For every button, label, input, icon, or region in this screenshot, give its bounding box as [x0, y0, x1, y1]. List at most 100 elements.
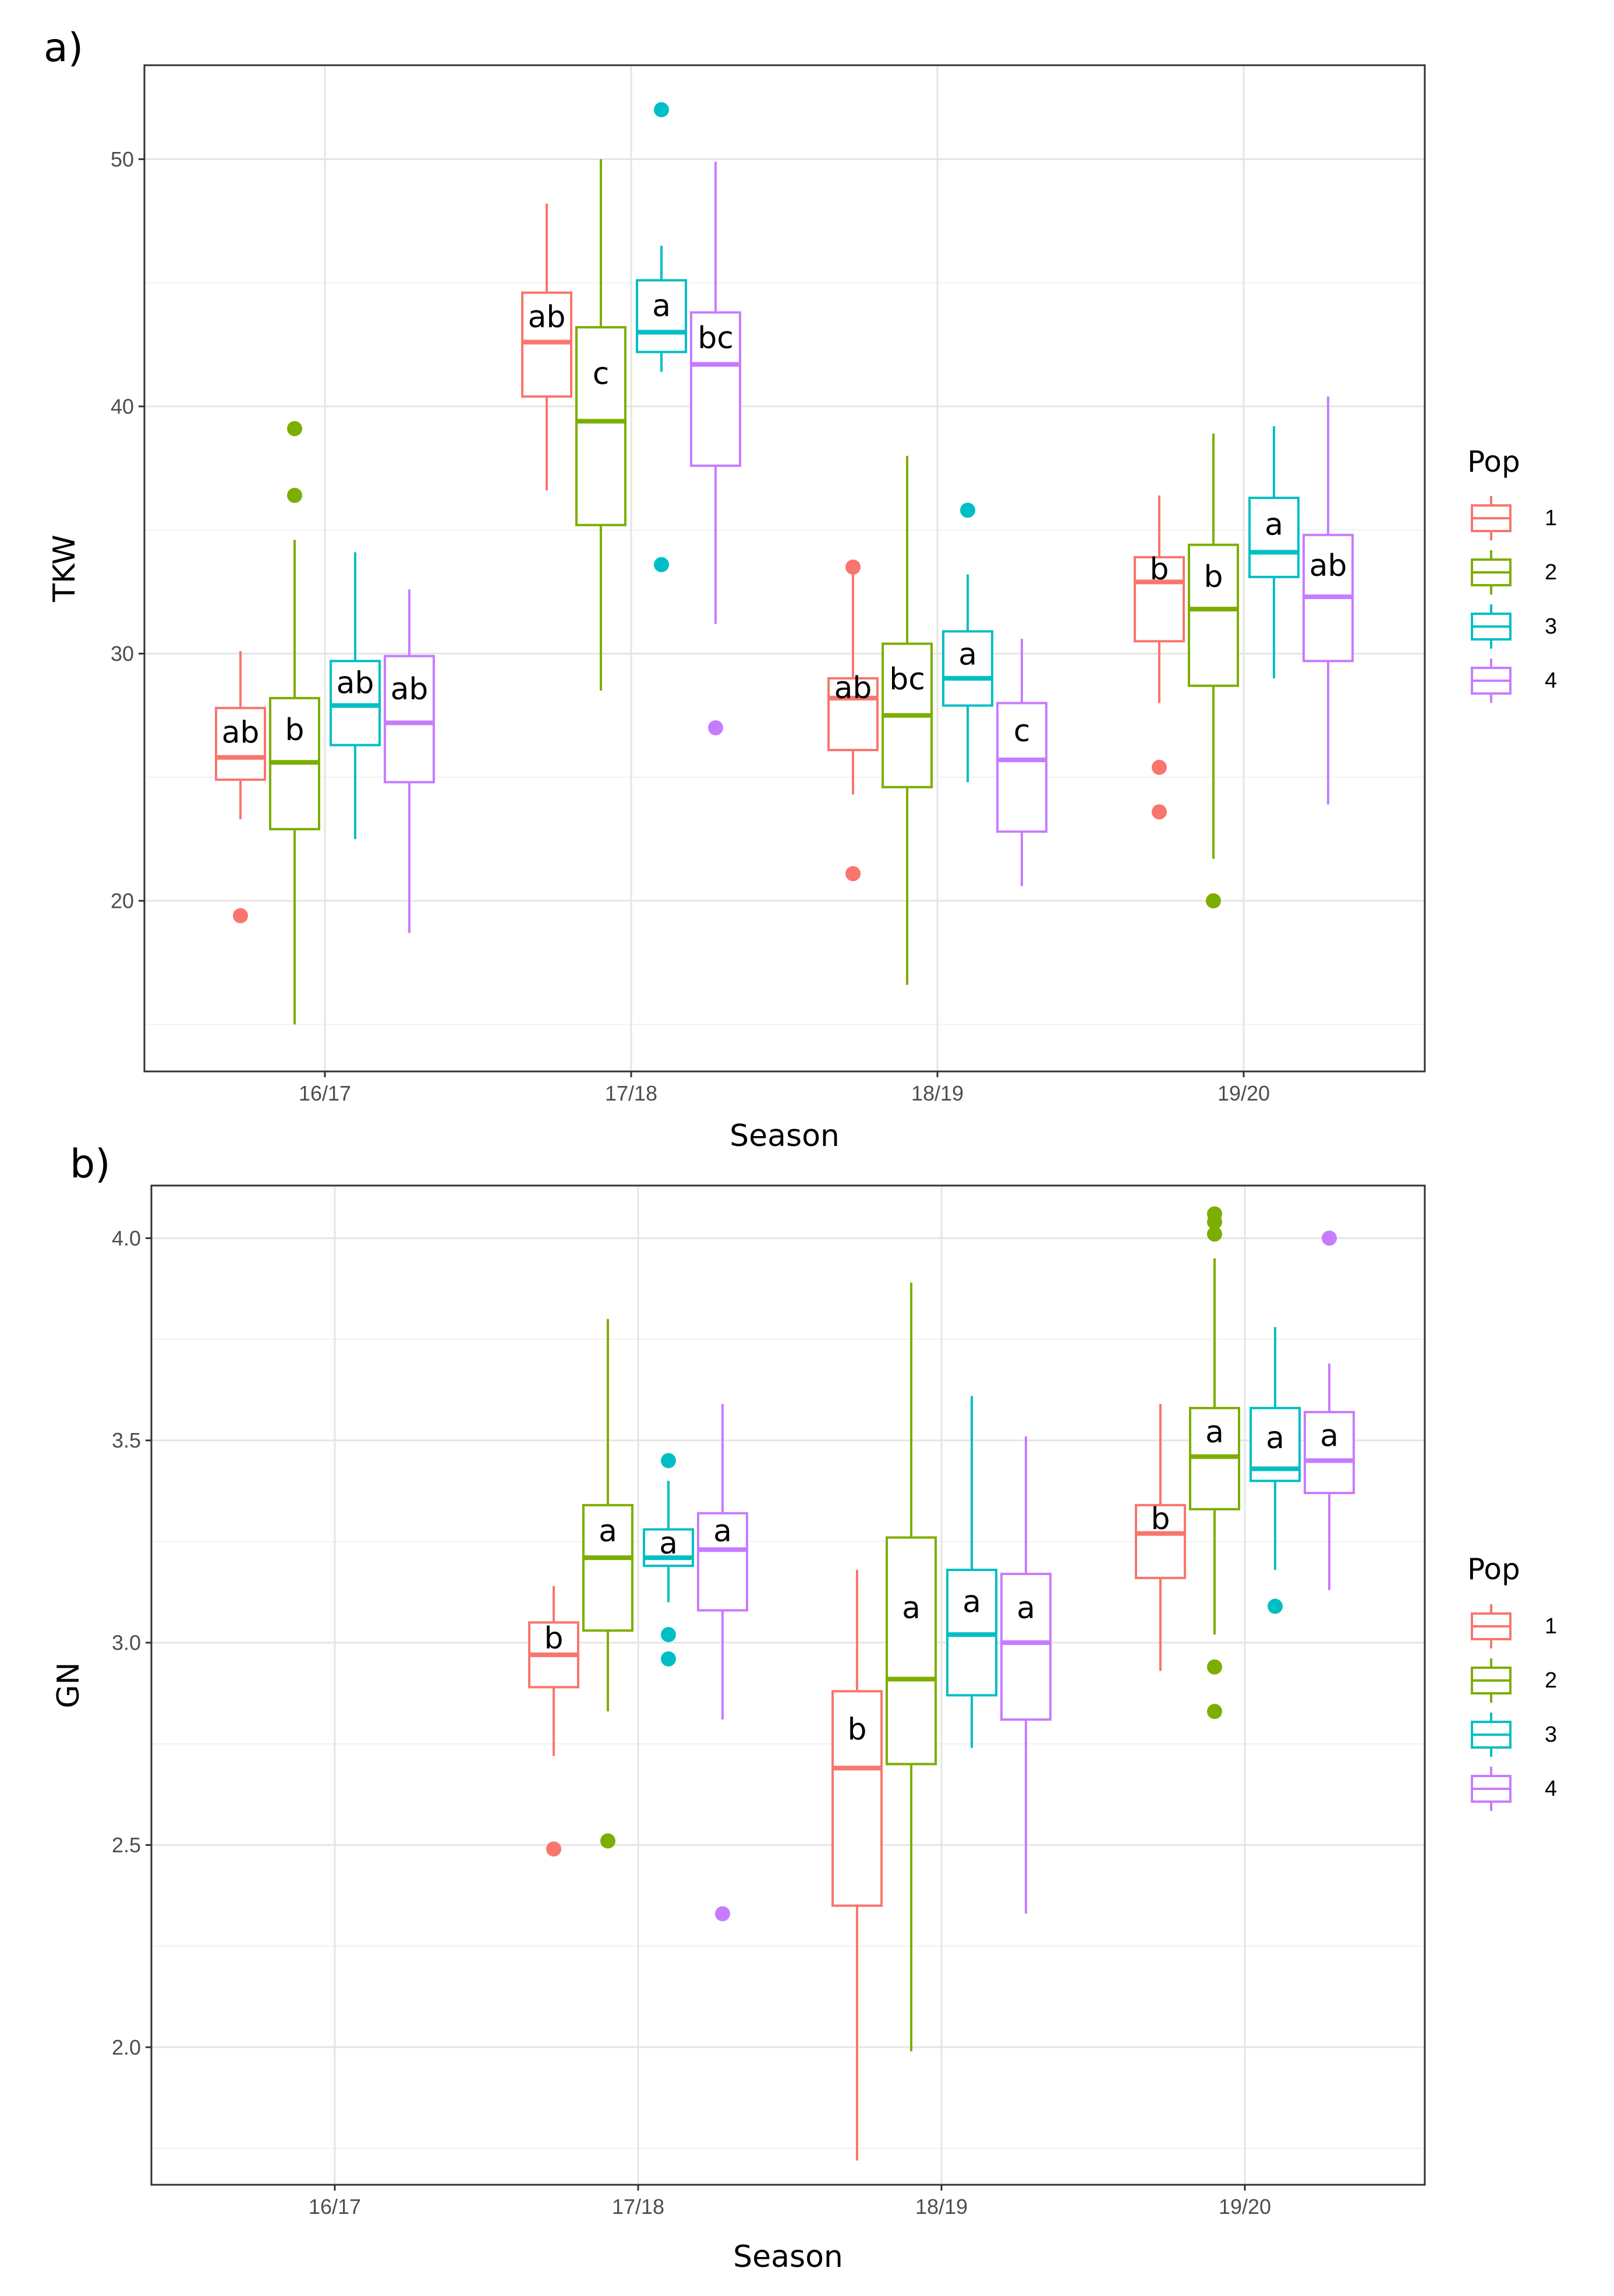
y-tick-label: 4.0	[112, 1226, 141, 1250]
x-tick-label: 19/20	[1217, 1081, 1270, 1105]
x-tick-label: 18/19	[911, 1081, 964, 1105]
outlier-point	[1207, 1214, 1222, 1230]
box	[1000, 1572, 1052, 1721]
y-tick-label: 40	[111, 394, 134, 418]
outlier-point	[845, 866, 861, 882]
legend-entry-label: 4	[1545, 668, 1557, 693]
y-axis-title: TKW	[47, 535, 82, 602]
significance-letter: ab	[337, 666, 374, 701]
box	[996, 702, 1047, 833]
y-tick-label: 2.0	[112, 2035, 141, 2059]
x-tick-label: 19/20	[1219, 2195, 1271, 2219]
x-tick-label: 17/18	[605, 1081, 657, 1105]
box	[697, 1512, 748, 1612]
outlier-point	[287, 487, 302, 503]
box	[827, 677, 879, 752]
outlier-point	[661, 1453, 676, 1469]
outlier-point	[1152, 804, 1167, 820]
outlier-point	[1207, 1704, 1222, 1720]
outlier-point	[845, 559, 861, 575]
box	[690, 311, 741, 467]
box	[942, 630, 993, 707]
outlier-point	[1206, 893, 1221, 909]
y-axis-title: GN	[51, 1662, 86, 1708]
y-tick-label: 3.5	[112, 1428, 141, 1452]
significance-letter: a	[659, 1526, 678, 1561]
outlier-point	[654, 102, 669, 118]
significance-letter: a	[902, 1591, 921, 1626]
significance-letter: b	[1204, 560, 1223, 595]
significance-letter: ab	[528, 300, 566, 335]
outlier-point	[1207, 1659, 1222, 1675]
outlier-point	[661, 1627, 676, 1643]
outlier-point	[287, 421, 302, 437]
y-tick-label: 30	[111, 642, 134, 666]
significance-letter: c	[1014, 714, 1031, 749]
significance-letter: a	[962, 1585, 981, 1620]
box	[330, 660, 381, 747]
legend-title: Pop	[1467, 445, 1520, 479]
significance-letter: b	[847, 1712, 866, 1747]
outlier-point	[546, 1841, 561, 1857]
legend-entry-label: 3	[1545, 614, 1557, 639]
significance-letter: a	[599, 1514, 617, 1549]
outlier-point	[960, 503, 975, 518]
panel-border	[150, 1184, 1426, 2186]
y-tick-label: 50	[111, 147, 134, 171]
outlier-point	[1207, 1226, 1222, 1242]
y-tick-label: 20	[111, 889, 134, 913]
box	[1248, 496, 1300, 578]
significance-letter: a	[1266, 1421, 1284, 1456]
legend-entry-label: 3	[1545, 1722, 1557, 1747]
significance-letter: a	[1265, 508, 1283, 543]
significance-letter: bc	[698, 321, 734, 356]
box	[582, 1503, 633, 1632]
x-tick-label: 16/17	[299, 1081, 351, 1105]
box	[384, 655, 435, 784]
y-tick-label: 3.0	[112, 1631, 141, 1655]
panel-background	[151, 1186, 1425, 2185]
outlier-point	[1268, 1598, 1283, 1614]
significance-letter: a	[958, 638, 977, 673]
significance-letter: ab	[222, 715, 260, 750]
significance-letter: ab	[391, 672, 429, 707]
box	[636, 279, 687, 353]
legend-entry-label: 4	[1545, 1777, 1557, 1801]
significance-letter: ab	[834, 671, 872, 706]
legend-entry-label: 2	[1545, 1668, 1557, 1693]
box	[1134, 556, 1185, 643]
box	[1135, 1503, 1186, 1579]
y-tick-label: 2.5	[112, 1833, 141, 1857]
significance-letter: c	[593, 357, 610, 392]
significance-letter: b	[1151, 1502, 1170, 1537]
significance-letter: bc	[889, 662, 925, 697]
box	[575, 326, 627, 526]
significance-letter: a	[1205, 1415, 1224, 1450]
significance-letter: b	[544, 1621, 563, 1656]
x-axis-title: Season	[730, 1119, 840, 1154]
outlier-point	[715, 1906, 730, 1922]
panel-border	[143, 64, 1426, 1073]
significance-letter: a	[1017, 1591, 1035, 1626]
outlier-point	[1322, 1230, 1337, 1246]
outlier-point	[661, 1651, 676, 1667]
significance-letter: b	[1149, 552, 1169, 587]
legend-entry-label: 1	[1545, 506, 1557, 530]
outlier-point	[1152, 759, 1167, 775]
x-tick-label: 18/19	[915, 2195, 968, 2219]
panel-label: a)	[44, 25, 83, 71]
outlier-point	[600, 1833, 615, 1849]
significance-letter: a	[652, 289, 671, 324]
outlier-point	[654, 557, 669, 572]
box	[1304, 1411, 1355, 1495]
legend-entry-label: 2	[1545, 560, 1557, 585]
box	[521, 291, 572, 398]
significance-letter: a	[713, 1514, 732, 1549]
legend-entry-label: 1	[1545, 1614, 1557, 1639]
panel-label: b)	[70, 1141, 111, 1187]
significance-letter: b	[285, 713, 304, 748]
legend-title: Pop	[1467, 1552, 1520, 1586]
box	[831, 1690, 883, 1907]
outlier-point	[708, 720, 723, 735]
